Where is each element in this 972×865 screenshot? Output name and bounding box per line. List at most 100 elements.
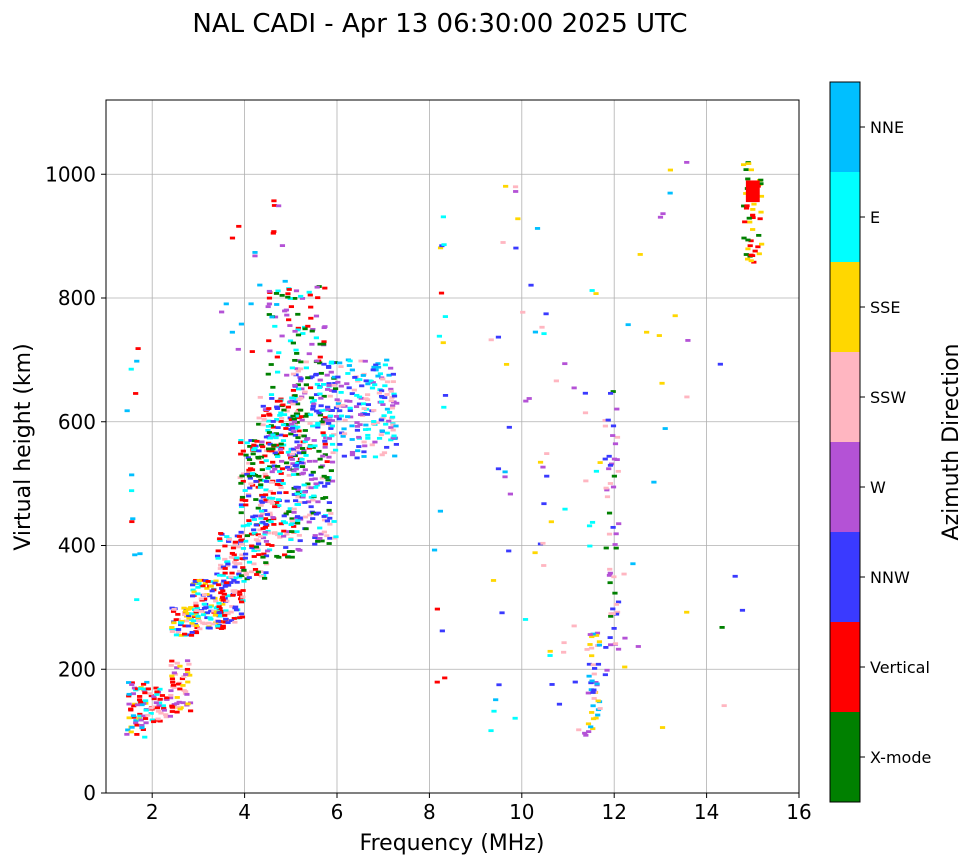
echo-point bbox=[285, 555, 291, 559]
echo-point bbox=[217, 567, 223, 570]
echo-point bbox=[277, 413, 283, 417]
echo-point bbox=[251, 531, 257, 535]
echo-point bbox=[502, 470, 508, 474]
echo-point bbox=[266, 419, 272, 423]
echo-point bbox=[291, 469, 297, 473]
echo-point bbox=[277, 535, 283, 539]
echo-point bbox=[248, 302, 254, 306]
echo-point bbox=[277, 399, 283, 403]
echo-point bbox=[338, 384, 344, 388]
echo-point bbox=[255, 533, 261, 537]
echo-point bbox=[590, 704, 596, 708]
echo-point bbox=[189, 621, 195, 625]
colorbar-band bbox=[830, 712, 860, 802]
echo-point bbox=[151, 705, 157, 709]
echo-point bbox=[290, 341, 296, 345]
colorbar-band bbox=[830, 622, 860, 712]
echo-point bbox=[156, 704, 162, 708]
echo-point bbox=[290, 414, 296, 418]
echo-point bbox=[281, 413, 288, 417]
echo-point bbox=[604, 488, 610, 492]
echo-point bbox=[257, 534, 264, 538]
echo-point bbox=[253, 480, 259, 483]
echo-point bbox=[615, 647, 622, 651]
echo-point bbox=[294, 420, 300, 424]
echo-point bbox=[317, 355, 323, 359]
echo-point bbox=[301, 449, 307, 452]
echo-point bbox=[264, 480, 270, 483]
echo-point bbox=[247, 444, 253, 448]
echo-point bbox=[269, 502, 276, 505]
echo-point bbox=[267, 349, 273, 353]
echo-point bbox=[326, 501, 333, 504]
echo-point bbox=[251, 443, 257, 447]
echo-point bbox=[534, 227, 541, 230]
echo-point bbox=[589, 635, 595, 639]
echo-point bbox=[285, 450, 291, 454]
echo-point bbox=[299, 296, 306, 300]
echo-point bbox=[237, 575, 243, 579]
echo-point bbox=[346, 364, 352, 367]
echo-point bbox=[238, 322, 245, 326]
echo-point bbox=[587, 643, 593, 646]
echo-point bbox=[755, 245, 761, 249]
echo-point bbox=[288, 523, 294, 526]
echo-point bbox=[250, 452, 256, 456]
echo-point bbox=[362, 444, 368, 448]
echo-point bbox=[218, 620, 224, 623]
echo-point bbox=[603, 486, 609, 490]
echo-point bbox=[138, 700, 144, 704]
echo-point bbox=[229, 551, 235, 555]
echo-point bbox=[356, 402, 363, 406]
echo-point bbox=[239, 495, 246, 499]
echo-point bbox=[232, 540, 239, 544]
echo-point bbox=[244, 534, 250, 538]
echo-point bbox=[130, 714, 137, 718]
echo-point bbox=[327, 414, 334, 418]
echo-point bbox=[276, 351, 282, 355]
echo-point bbox=[748, 259, 754, 263]
echo-point bbox=[389, 415, 396, 419]
echo-point bbox=[268, 393, 275, 397]
echo-point bbox=[286, 468, 293, 471]
echo-point bbox=[208, 580, 214, 584]
echo-point bbox=[262, 500, 269, 504]
echo-point bbox=[750, 208, 756, 211]
echo-point bbox=[236, 535, 243, 538]
echo-point bbox=[596, 640, 603, 644]
echo-point bbox=[360, 374, 366, 377]
echo-point bbox=[278, 420, 284, 423]
echo-point bbox=[249, 472, 256, 475]
echo-point bbox=[382, 384, 388, 388]
echo-point bbox=[135, 347, 141, 350]
echo-point bbox=[318, 465, 324, 469]
echo-point bbox=[607, 636, 613, 639]
echo-point bbox=[495, 335, 502, 339]
echo-point bbox=[260, 445, 266, 449]
echo-point bbox=[267, 500, 273, 504]
echo-point bbox=[266, 496, 272, 500]
echo-point bbox=[608, 614, 614, 618]
echo-dense-block bbox=[745, 180, 760, 203]
echo-point bbox=[284, 409, 290, 413]
echo-point bbox=[265, 467, 271, 470]
echo-point bbox=[266, 447, 272, 451]
echo-point bbox=[304, 437, 310, 441]
echo-point bbox=[291, 493, 297, 496]
echo-point bbox=[262, 532, 268, 536]
echo-point bbox=[219, 587, 225, 590]
echo-point bbox=[258, 509, 265, 513]
echo-point bbox=[502, 475, 508, 479]
echo-point bbox=[237, 562, 243, 565]
echo-point bbox=[298, 360, 304, 364]
echo-point bbox=[266, 302, 273, 306]
echo-point bbox=[355, 449, 361, 453]
echo-point bbox=[284, 465, 291, 469]
echo-point bbox=[295, 312, 301, 316]
echo-point bbox=[275, 370, 281, 374]
echo-point bbox=[231, 579, 237, 582]
echo-point bbox=[512, 716, 518, 720]
echo-point bbox=[541, 502, 547, 506]
echo-point bbox=[302, 390, 308, 394]
echo-point bbox=[155, 709, 162, 713]
